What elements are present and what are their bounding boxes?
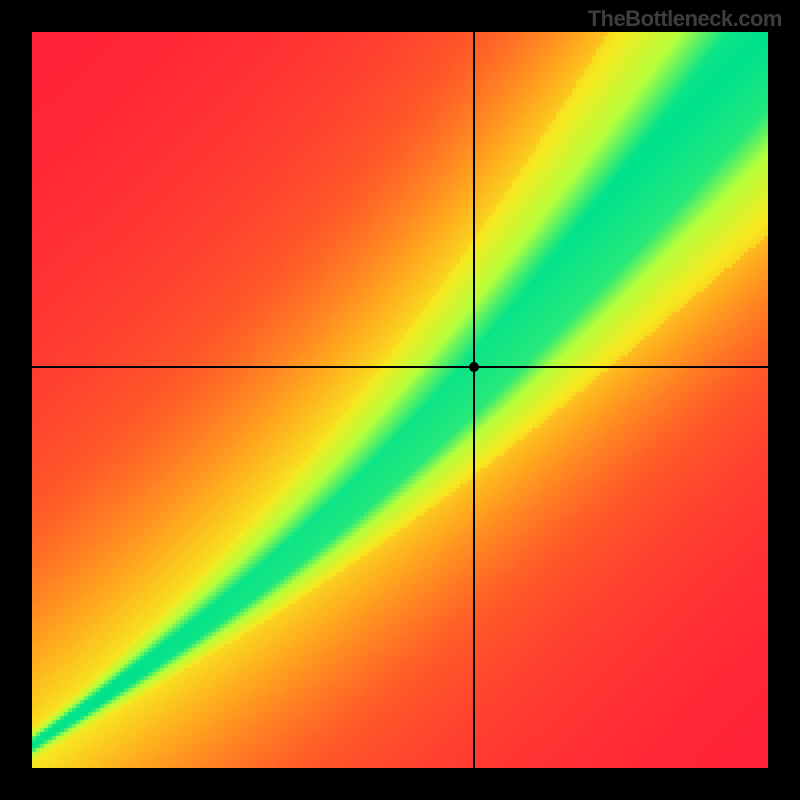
watermark-text: TheBottleneck.com [588, 6, 782, 32]
chart-container: TheBottleneck.com [0, 0, 800, 800]
crosshair-horizontal [32, 366, 768, 368]
crosshair-dot [469, 362, 479, 372]
heatmap-canvas [32, 32, 768, 768]
crosshair-vertical [473, 32, 475, 768]
